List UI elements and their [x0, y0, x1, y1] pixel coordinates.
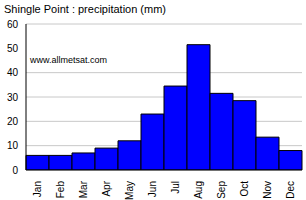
- svg-text:Aug: Aug: [193, 181, 204, 199]
- svg-text:Nov: Nov: [262, 181, 273, 199]
- svg-text:Mar: Mar: [78, 180, 89, 198]
- html-text:www.allmetsat.com: www.allmetsat.com: [30, 55, 107, 65]
- svg-text:20: 20: [8, 116, 18, 127]
- svg-text:Jan: Jan: [32, 181, 43, 197]
- svg-text:Dec: Dec: [285, 181, 296, 199]
- svg-text:60: 60: [8, 19, 18, 30]
- svg-text:10: 10: [8, 140, 18, 151]
- html-text:Shingle Point : precipitation: Shingle Point : precipitation (mm): [4, 3, 166, 15]
- svg-text:Apr: Apr: [101, 180, 112, 196]
- svg-text:30: 30: [8, 92, 18, 103]
- svg-text:May: May: [124, 181, 135, 200]
- svg-text:Oct: Oct: [239, 181, 250, 197]
- svg-text:Jun: Jun: [147, 181, 158, 197]
- svg-text:50: 50: [8, 43, 18, 54]
- svg-text:Jul: Jul: [170, 181, 181, 194]
- svg-text:Sep: Sep: [216, 181, 227, 199]
- svg-text:40: 40: [8, 67, 18, 78]
- svg-text:0: 0: [12, 165, 18, 176]
- svg-text:Feb: Feb: [55, 181, 66, 199]
